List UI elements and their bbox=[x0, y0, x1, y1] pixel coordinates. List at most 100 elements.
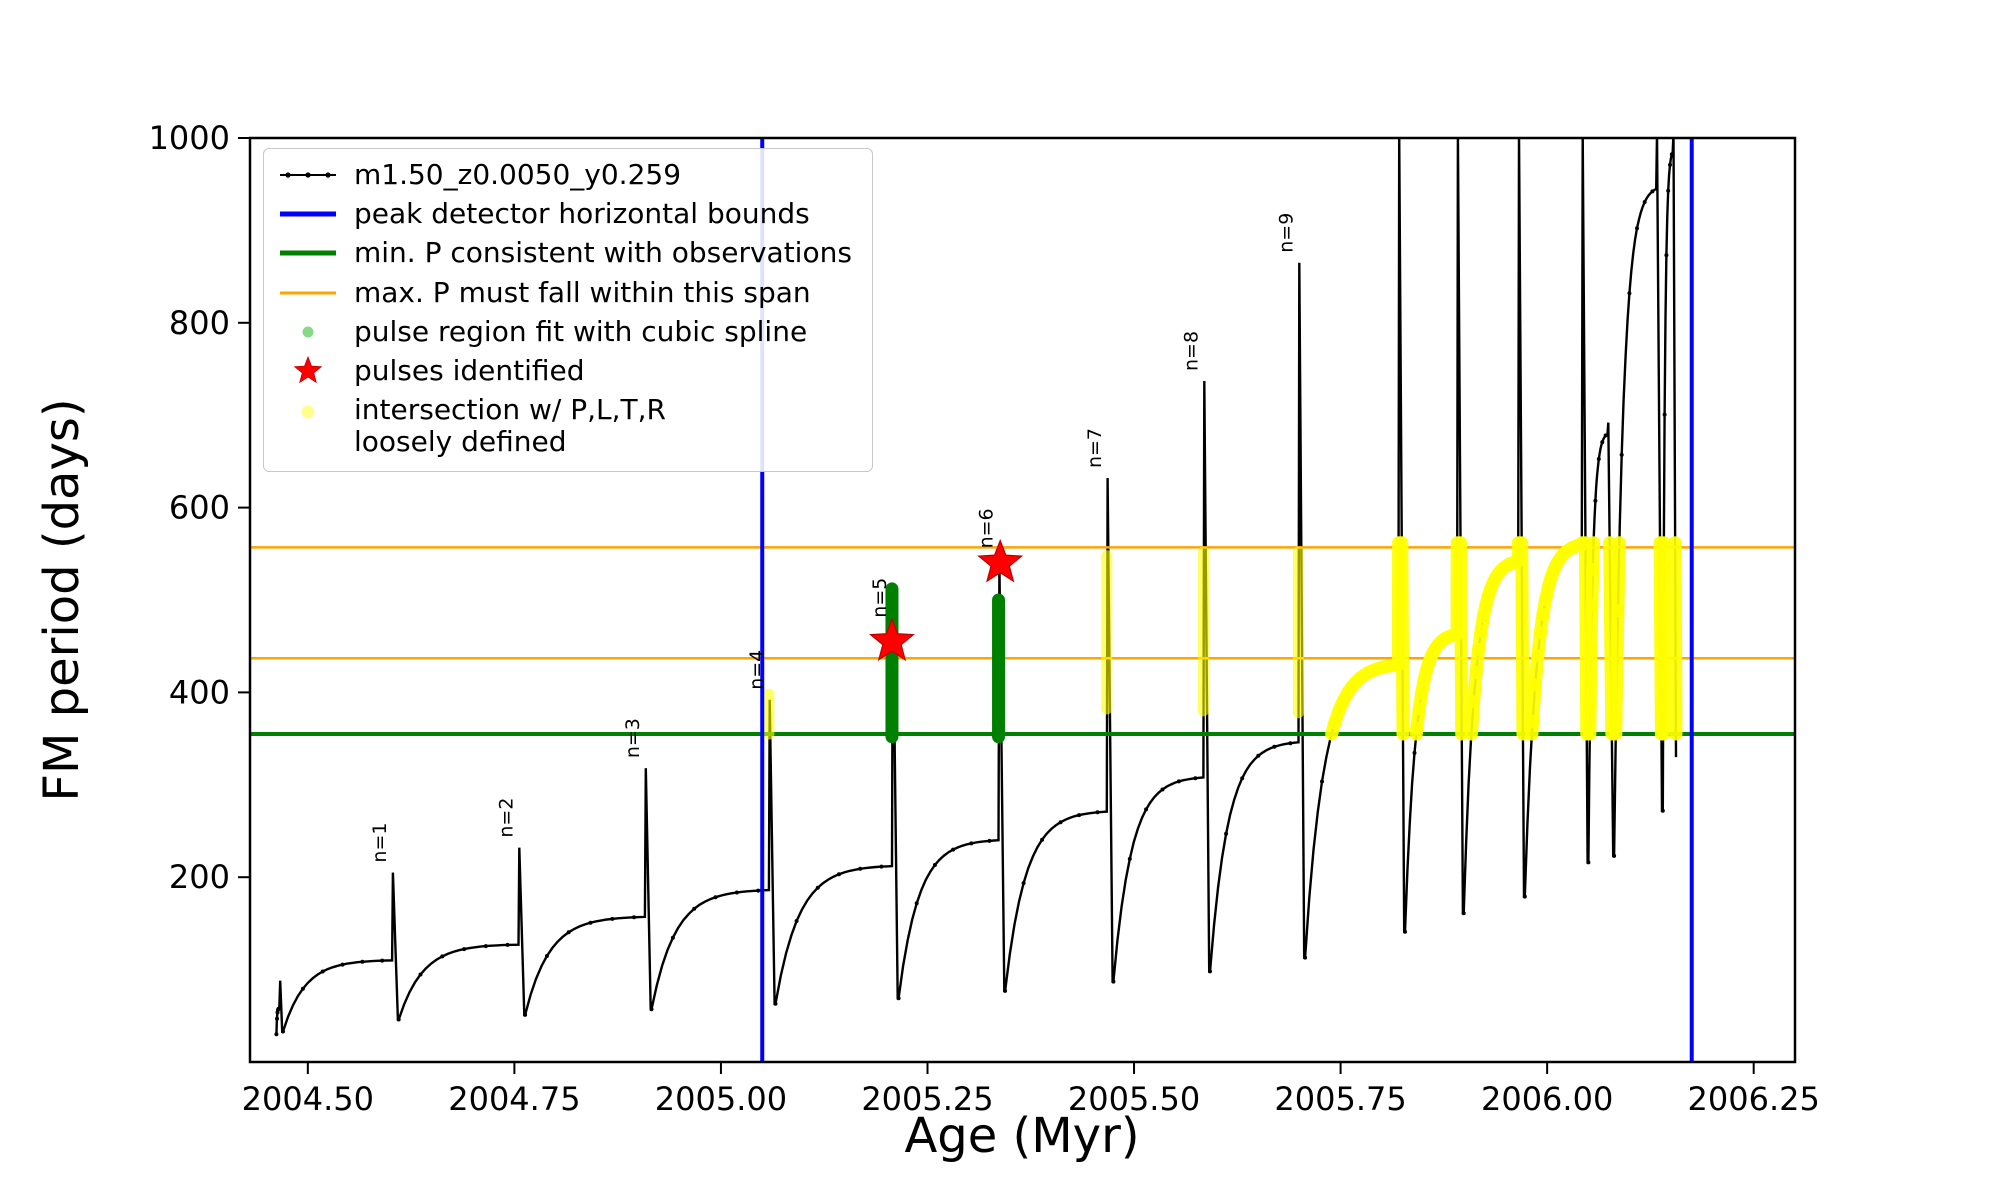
legend-label: pulse region fit with cubic spline bbox=[354, 316, 807, 348]
series-marker-dot bbox=[1288, 741, 1292, 745]
series-marker-dot bbox=[897, 996, 901, 1000]
yellow-dot-icon bbox=[276, 396, 340, 428]
series-marker-dot bbox=[1586, 860, 1590, 864]
legend-item-intersection: intersection w/ P,L,T,R loosely defined bbox=[276, 394, 852, 458]
series-marker-dot bbox=[1462, 911, 1466, 915]
intersection-overlay bbox=[1591, 605, 1592, 649]
series-marker-dot bbox=[1193, 776, 1197, 780]
series-marker-dot bbox=[1208, 969, 1212, 973]
series-marker-dot bbox=[462, 947, 466, 951]
series-marker-dot bbox=[671, 936, 675, 940]
series-marker-dot bbox=[1604, 433, 1608, 437]
series-marker-dot bbox=[506, 943, 510, 947]
series-marker-dot bbox=[321, 970, 325, 974]
pulse-label: n=7 bbox=[1084, 428, 1106, 468]
pulse-label: n=8 bbox=[1180, 331, 1202, 371]
series-marker-dot bbox=[858, 867, 862, 871]
series-marker-dot bbox=[1303, 956, 1307, 960]
series-marker-dot bbox=[1161, 788, 1165, 792]
series-marker-dot bbox=[816, 886, 820, 890]
series-marker-dot bbox=[1597, 457, 1601, 461]
pulse-label: n=1 bbox=[369, 823, 391, 863]
y-tick-label: 400 bbox=[169, 673, 230, 711]
series-marker-dot bbox=[969, 841, 973, 845]
intersection-overlay bbox=[1616, 611, 1618, 720]
series-marker-dot bbox=[1177, 779, 1181, 783]
series-marker-dot bbox=[1240, 776, 1244, 780]
legend-item-series: m1.50_z0.0050_y0.259 bbox=[276, 159, 852, 191]
x-tick-label: 2006.25 bbox=[1688, 1080, 1820, 1118]
legend-label-line2: loosely defined bbox=[354, 426, 666, 458]
series-marker-dot bbox=[610, 917, 614, 921]
series-marker-dot bbox=[545, 954, 549, 958]
series-marker-dot bbox=[988, 839, 992, 843]
series-marker-dot bbox=[735, 891, 739, 895]
series-marker-dot bbox=[1040, 838, 1044, 842]
series-marker-dot bbox=[1077, 813, 1081, 817]
series-marker-dot bbox=[1224, 832, 1228, 836]
series-marker-dot bbox=[275, 1017, 279, 1021]
intersection-overlay bbox=[1461, 543, 1462, 734]
series-marker-dot bbox=[1128, 857, 1132, 861]
legend-item-pulse-fit: pulse region fit with cubic spline bbox=[276, 316, 852, 348]
green-dot-icon bbox=[276, 316, 340, 348]
series-marker-dot bbox=[756, 889, 760, 893]
intersection-overlay bbox=[1675, 543, 1676, 734]
series-marker-dot bbox=[915, 901, 919, 905]
x-tick-label: 2004.75 bbox=[448, 1080, 580, 1118]
series-marker-dot bbox=[1635, 226, 1639, 230]
intersection-overlay bbox=[1522, 543, 1523, 734]
intersection-overlay bbox=[1593, 543, 1594, 570]
y-tick-label: 800 bbox=[169, 304, 230, 342]
intersection-overlay bbox=[1402, 543, 1403, 734]
series-marker-dot bbox=[951, 848, 955, 852]
x-tick-label: 2005.75 bbox=[1274, 1080, 1406, 1118]
x-tick-label: 2005.00 bbox=[655, 1080, 787, 1118]
series-marker-dot bbox=[1650, 189, 1654, 193]
legend-label: m1.50_z0.0050_y0.259 bbox=[354, 159, 681, 191]
legend-label: intersection w/ P,L,T,R loosely defined bbox=[354, 394, 666, 458]
series-marker-dot bbox=[650, 1007, 654, 1011]
series-marker-dot bbox=[380, 959, 384, 963]
pulse-label: n=2 bbox=[496, 798, 518, 838]
legend: m1.50_z0.0050_y0.259 peak detector horiz… bbox=[263, 148, 873, 472]
legend-label: min. P consistent with observations bbox=[354, 237, 852, 269]
series-line-icon bbox=[276, 159, 340, 191]
series-marker-dot bbox=[1612, 854, 1616, 858]
series-marker-dot bbox=[440, 954, 444, 958]
legend-label: pulses identified bbox=[354, 355, 585, 387]
series-marker-dot bbox=[692, 907, 696, 911]
intersection-overlay bbox=[1590, 649, 1591, 705]
series-marker-dot bbox=[1256, 754, 1260, 758]
series-marker-dot bbox=[341, 963, 345, 967]
green-line-icon bbox=[276, 237, 340, 269]
series-marker-dot bbox=[419, 973, 423, 977]
series-marker-dot bbox=[1059, 820, 1063, 824]
series-marker-dot bbox=[523, 1013, 527, 1017]
legend-label: peak detector horizontal bounds bbox=[354, 198, 810, 230]
series-marker-dot bbox=[274, 1032, 278, 1036]
series-marker-dot bbox=[589, 921, 593, 925]
series-marker-dot bbox=[1111, 980, 1115, 984]
y-tick-label: 200 bbox=[169, 858, 230, 896]
series-marker-dot bbox=[632, 915, 636, 919]
y-tick-label: 600 bbox=[169, 489, 230, 527]
x-tick-label: 2006.00 bbox=[1481, 1080, 1613, 1118]
series-marker-dot bbox=[879, 865, 883, 869]
series-marker-dot bbox=[1403, 930, 1407, 934]
series-marker-dot bbox=[1620, 453, 1624, 457]
series-marker-dot bbox=[1670, 152, 1674, 156]
pulse-label: n=6 bbox=[976, 508, 998, 548]
series-marker-dot bbox=[1663, 413, 1667, 417]
series-marker-dot bbox=[281, 1030, 285, 1034]
series-marker-dot bbox=[1627, 291, 1631, 295]
series-marker-dot bbox=[1666, 189, 1670, 193]
pulse-label: n=9 bbox=[1275, 213, 1297, 253]
series-marker-dot bbox=[301, 987, 305, 991]
pulse-label: n=5 bbox=[869, 578, 891, 618]
series-marker-dot bbox=[1022, 881, 1026, 885]
series-marker-dot bbox=[795, 919, 799, 923]
series-marker-dot bbox=[567, 930, 571, 934]
orange-line-icon bbox=[276, 277, 340, 309]
series-marker-dot bbox=[360, 960, 364, 964]
